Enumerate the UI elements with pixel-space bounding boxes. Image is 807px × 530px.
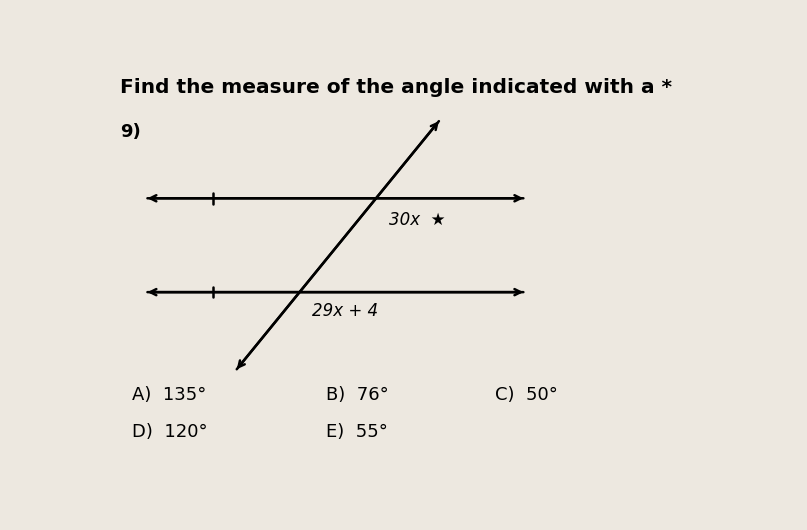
Text: D)  120°: D) 120°: [132, 423, 207, 441]
Text: B)  76°: B) 76°: [326, 386, 389, 404]
Text: 9): 9): [119, 123, 140, 141]
Text: E)  55°: E) 55°: [326, 423, 388, 441]
Text: 29x + 4: 29x + 4: [312, 302, 378, 320]
Text: A)  135°: A) 135°: [132, 386, 207, 404]
Text: 30x  ★: 30x ★: [389, 210, 445, 228]
Text: C)  50°: C) 50°: [495, 386, 558, 404]
Text: Find the measure of the angle indicated with a *: Find the measure of the angle indicated …: [119, 78, 671, 97]
